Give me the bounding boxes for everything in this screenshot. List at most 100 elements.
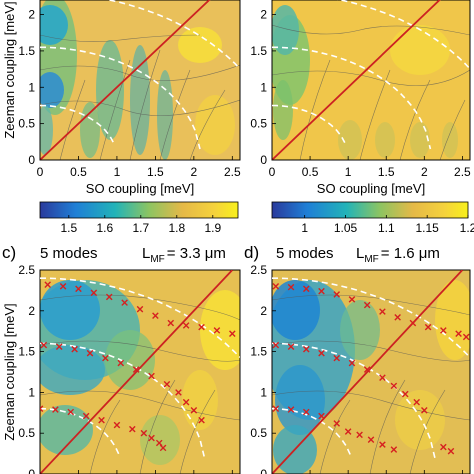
- colorbar-b: [271, 201, 469, 219]
- marker-x: [424, 323, 432, 331]
- diagonal-line: [272, 270, 464, 474]
- marker-x: [40, 405, 44, 413]
- marker-x: [302, 285, 310, 293]
- axes-frame-b: [271, 0, 471, 161]
- marker-x: [90, 289, 98, 297]
- y-tick-label: 2.5: [250, 263, 267, 277]
- lmf-label-c: LMF = 3.3 μm: [142, 245, 226, 265]
- colorbar-tick-label: 1.15: [415, 221, 439, 235]
- marker-x: [44, 281, 51, 288]
- marker-x: [272, 405, 280, 413]
- marker-x: [333, 354, 341, 362]
- marker-x: [117, 359, 125, 367]
- marker-x: [447, 447, 455, 455]
- lmf-label-d: LMF = 1.6 μm: [356, 245, 440, 265]
- marker-x: [175, 389, 182, 396]
- ylabel-c: Zeeman coupling [meV]: [2, 303, 17, 440]
- marker-x: [379, 308, 386, 315]
- marker-x: [367, 436, 375, 444]
- marker-x: [86, 349, 94, 357]
- marker-x: [318, 287, 325, 295]
- dashed-curve: [105, 0, 240, 70]
- y-tick-label: 0.5: [18, 117, 35, 131]
- marker-x: [401, 390, 409, 398]
- panel-a: 0 0.5 1 1.5 2 2.5 0 0.5 1 1.5 2 Zeeman coupling [m…: [2, 0, 241, 235]
- dashed-curve: [272, 104, 348, 146]
- marker-x: [213, 327, 221, 334]
- x-tick-label: 2.5: [224, 165, 241, 179]
- marker-x: [462, 333, 470, 341]
- marker-x: [302, 408, 310, 416]
- marker-x: [113, 421, 121, 429]
- marker-x: [148, 434, 155, 442]
- dashed-curve: [40, 277, 240, 358]
- marker-x: [272, 341, 280, 349]
- marker-x: [390, 446, 398, 453]
- panel-label-d: d): [244, 243, 259, 262]
- marker-x: [344, 428, 352, 435]
- colorbar-tick-label: 1.05: [334, 221, 358, 235]
- marker-x: [105, 293, 113, 301]
- y-tick-label: 0: [28, 467, 35, 474]
- marker-x: [229, 330, 236, 337]
- y-tick-label: 0.5: [250, 426, 267, 440]
- heatmap-b: [272, 0, 470, 160]
- marker-x: [159, 444, 167, 452]
- marker-x: [409, 319, 417, 327]
- marker-x: [82, 412, 90, 420]
- colorbar-tick-label: 1.1: [378, 221, 395, 235]
- x-tick-label: 1.5: [378, 165, 395, 179]
- y-tick-label: 2.5: [18, 263, 35, 277]
- colorbar-tick-label: 1.8: [168, 221, 185, 235]
- marker-x: [302, 345, 310, 353]
- marker-x: [55, 343, 63, 350]
- marker-x: [440, 443, 447, 451]
- panel-b: 0 0.5 1 1.5 2 2.500.511.52 SO coupling [meV] …: [250, 0, 474, 235]
- marker-x: [455, 330, 462, 337]
- marker-x: [390, 382, 398, 390]
- marker-x: [148, 372, 155, 380]
- x-tick-label: 1.5: [147, 165, 164, 179]
- colorbar-tick-label: 1.6: [96, 221, 113, 235]
- title-c: 5 modes: [40, 245, 98, 262]
- marker-x: [98, 416, 105, 424]
- y-tick-label: 0.5: [250, 117, 267, 131]
- marker-x: [363, 301, 371, 309]
- dashed-curve: [40, 46, 201, 150]
- marker-x: [121, 299, 128, 306]
- marker-x: [198, 323, 205, 331]
- ylabel-a: Zeeman coupling [meV]: [2, 1, 17, 138]
- marker-x: [272, 283, 280, 290]
- marker-x: [140, 429, 148, 437]
- marker-x: [287, 406, 295, 413]
- marker-x: [363, 366, 371, 373]
- x-tick-label: 0.5: [302, 165, 319, 179]
- colorbar-tick-label: 1: [301, 221, 308, 235]
- marker-x: [182, 398, 190, 406]
- x-tick-label: 0: [269, 165, 276, 179]
- y-tick-label: 1.5: [250, 44, 267, 58]
- colorbar-tick-label: 1.9: [204, 221, 221, 235]
- marker-x: [155, 439, 163, 447]
- y-tick-label: 0: [260, 467, 267, 474]
- colorbar-tick-label: 1.7: [132, 221, 149, 235]
- y-tick-label: 1: [28, 80, 35, 94]
- diagonal-line: [272, 0, 441, 160]
- marker-x: [102, 354, 109, 362]
- marker-x: [356, 431, 363, 439]
- y-tick-label: 2: [260, 304, 267, 318]
- marker-x: [413, 398, 420, 406]
- axes-frame-c: [39, 269, 241, 474]
- x-tick-label: 0.5: [70, 165, 87, 179]
- title-d: 5 modes: [276, 245, 334, 262]
- x-tick-label: 0: [37, 165, 44, 179]
- marker-x: [379, 441, 386, 448]
- dashed-curve: [272, 277, 470, 358]
- y-tick-label: 1: [28, 385, 35, 399]
- diagonal-line: [40, 270, 233, 474]
- marker-x: [67, 408, 75, 416]
- marker-x: [318, 412, 325, 420]
- diagonal-line: [40, 0, 211, 160]
- x-tick-label: 1: [345, 165, 352, 179]
- marker-x: [348, 359, 356, 367]
